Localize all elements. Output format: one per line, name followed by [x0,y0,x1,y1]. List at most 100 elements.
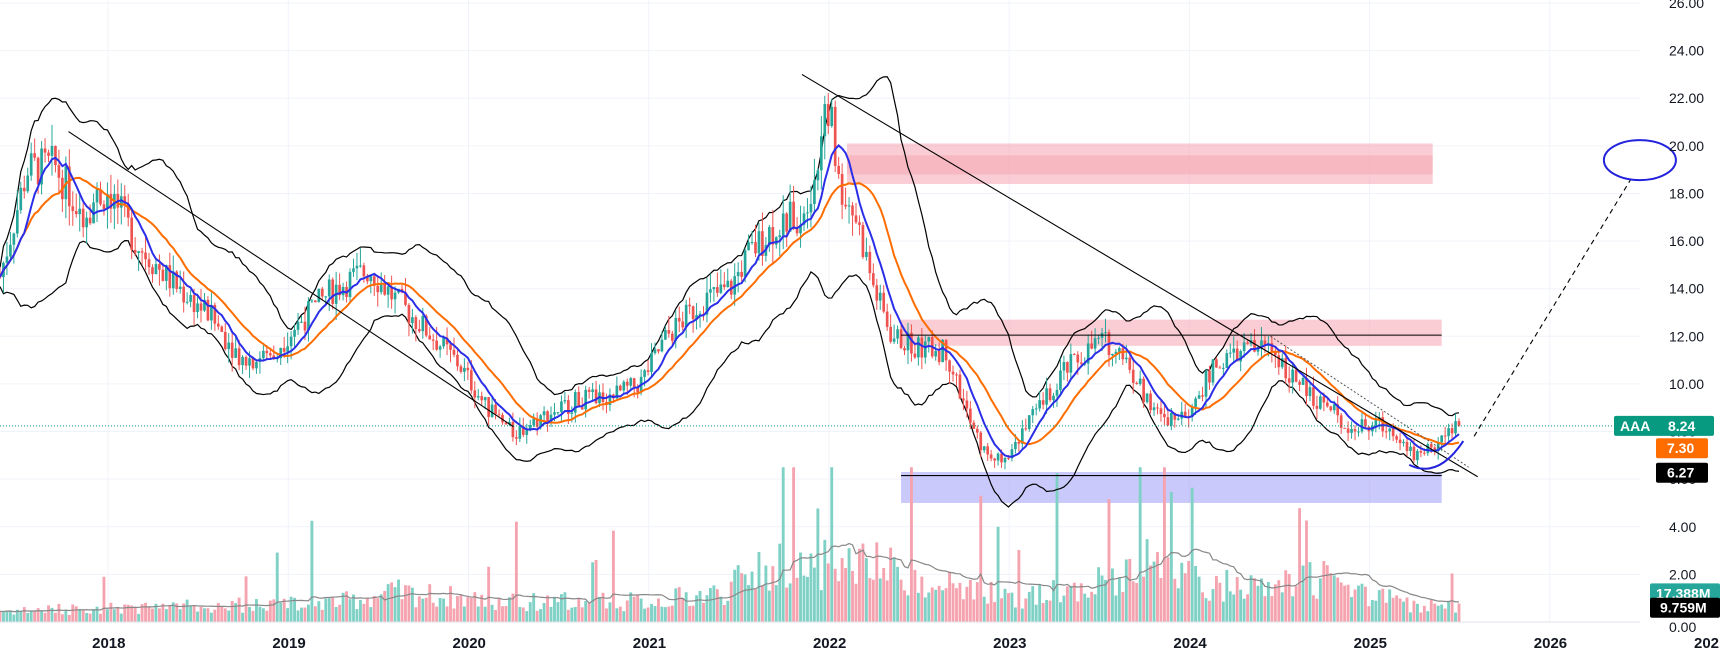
candle-body [1024,428,1028,430]
volume-bar [1298,508,1302,622]
volume-bar [1312,595,1315,622]
volume-bar [1159,578,1163,622]
volume-bar [1228,591,1232,622]
candle-body [244,356,248,366]
volume-bar [1415,603,1419,622]
volume-bar [1409,612,1412,622]
volume-bar [996,526,1000,622]
candle-body [1343,427,1346,429]
volume-bar [972,599,976,622]
volume-bar [1218,582,1222,622]
volume-bar [844,567,848,622]
volume-bar [85,612,89,622]
volume-bar [119,613,123,622]
price-tick-label: 24.00 [1669,43,1704,59]
volume-bar [386,584,390,622]
volume-bar [1162,467,1166,622]
candle-body [1336,404,1340,416]
volume-ma-tag-box [1650,597,1720,618]
zone-resistance-mid [901,319,1442,346]
volume-bar [109,602,113,622]
candle-body [580,407,584,410]
candle-body [906,332,910,351]
volume-bar [313,606,317,622]
volume-bar [937,585,941,622]
volume-bar [889,547,893,622]
volume-bar [965,586,969,622]
volume-bar [1440,604,1444,622]
volume-bar [358,599,362,622]
volume-bar [591,562,595,622]
volume-bar [792,467,796,622]
volume-bar [657,598,660,622]
candle-body [303,321,307,331]
price-tick-label: 2.00 [1669,566,1696,582]
volume-bar [570,607,574,622]
volume-bar [50,607,54,622]
candle-body [899,329,903,349]
volume-bar [1007,593,1010,622]
volume-bar [1055,473,1059,622]
volume-bar [702,602,705,622]
last-price-tag: 8.24 [1668,418,1695,434]
volume-bar [26,613,30,622]
trend-lines[interactable] [68,73,1677,478]
volume-bar [1225,569,1229,622]
volume-bar [896,566,900,622]
volume-bar [352,594,355,622]
ma-price-tag: 7.30 [1667,440,1694,456]
volume-bar [355,609,359,622]
volume-bar [885,580,889,622]
support-price-tag-box [1656,462,1708,483]
candle-body [1093,338,1097,349]
volume-bar [518,606,522,622]
candle-body [982,446,986,451]
price-scale[interactable]: 2.004.006.008.0010.0012.0014.0016.0018.0… [1669,0,1704,635]
volume-bar [1013,607,1017,622]
volume-bar [1457,603,1461,622]
volume-bar [594,559,598,622]
volume-bar [1429,599,1433,622]
volume-bar [1156,552,1159,622]
candle-body [1312,387,1315,406]
time-scale[interactable]: 2018 2019 2020 2021 2022 2023 2024 2025 2026 202 [0,621,1719,652]
volume-bar [674,588,678,622]
candle-body [528,425,532,429]
volume-bar [74,606,78,622]
candle-body [307,300,310,331]
price-tick-label: 20.00 [1669,138,1704,154]
price-tick-label: 0.00 [1669,619,1696,635]
volume-bar [1443,608,1447,622]
candle-body [643,370,646,377]
candle-body [241,356,244,366]
volume-bar [435,606,439,622]
candle-body [719,284,723,293]
volume-bar [1059,602,1062,622]
volume-bar [951,583,955,622]
candle-body [293,329,296,337]
candle-body [1440,435,1443,443]
projection-dotted-line [1270,335,1469,468]
volume-bar [223,608,227,622]
candle-body [1246,342,1249,344]
candle-body [40,148,43,185]
volume-bar [934,589,938,622]
candle-body [653,349,657,354]
candle-body [750,242,754,244]
candle-body [962,398,965,401]
volume-bar [1107,499,1111,622]
candle-body [383,283,387,295]
volume-bar [688,605,692,622]
candle-body [1228,352,1232,354]
volume-bar [840,558,844,622]
candle-body [577,392,581,408]
candle-body [1190,406,1194,417]
candle-body [691,306,695,320]
candle-body [140,251,144,253]
candle-body [189,295,192,302]
candle-body [747,242,750,251]
volume-bar [577,597,581,622]
candle-body [289,336,293,347]
volume-bar [147,606,151,622]
